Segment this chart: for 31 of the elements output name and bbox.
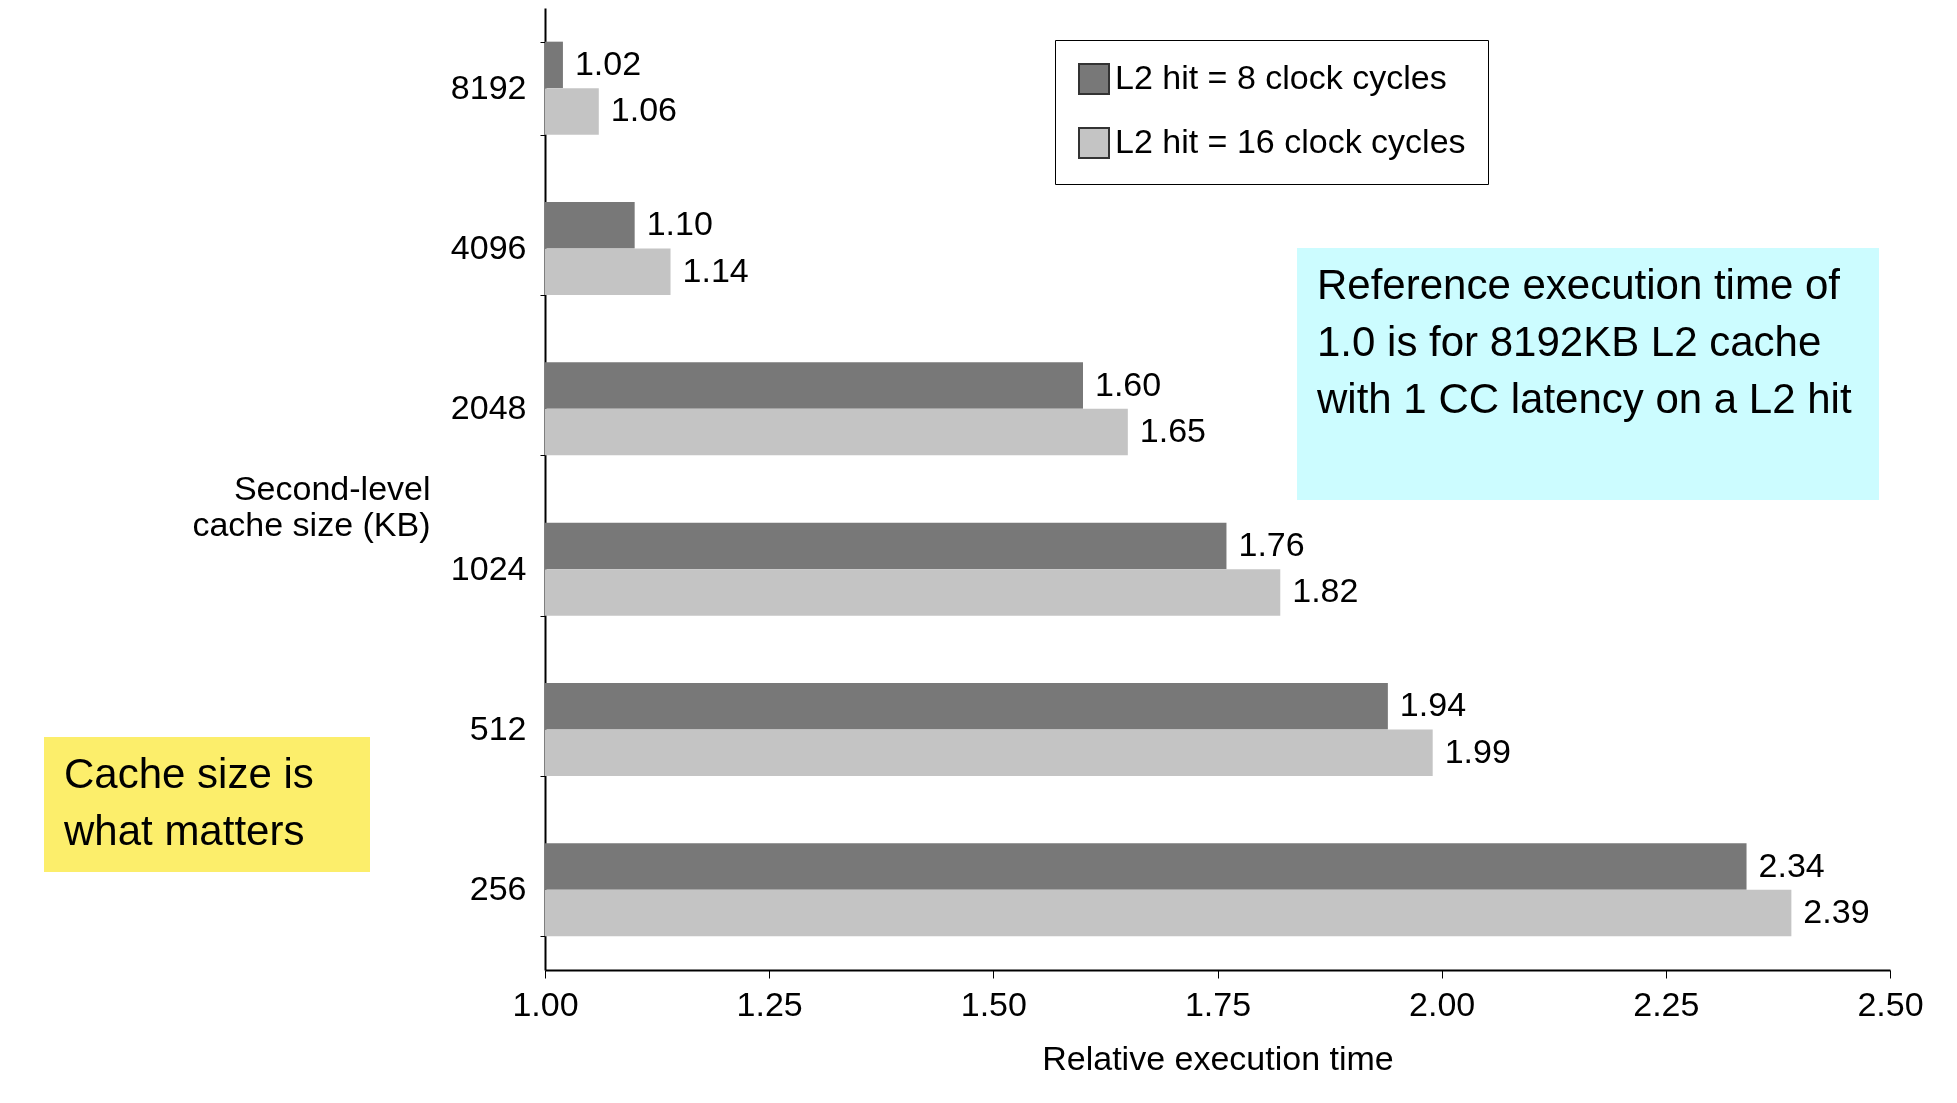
data-label: 1.14 xyxy=(682,250,749,289)
data-label: 1.10 xyxy=(646,204,713,243)
data-label: 1.99 xyxy=(1444,731,1511,770)
annotation: Reference execution time of 1.0 is for 8192KB L2 cache with 1 CC latency on a L2 hit xyxy=(1297,248,1879,500)
x-tick-label: 1.75 xyxy=(1184,984,1252,1023)
data-label: 1.65 xyxy=(1139,411,1207,450)
x-tick-label: 1.25 xyxy=(736,984,803,1023)
x-tick-label: 1.00 xyxy=(512,984,579,1023)
x-tick-label: 2.25 xyxy=(1633,984,1700,1023)
y-tick-label: 512 xyxy=(469,709,527,747)
text: Cache size is what matters xyxy=(44,737,370,872)
data-label: 1.76 xyxy=(1238,524,1305,563)
data-label: 1.94 xyxy=(1399,685,1467,724)
y-axis-title: Second-level cache size (KB) xyxy=(192,468,431,543)
x-axis-title: Relative execution time xyxy=(1042,1038,1394,1077)
data-label: 2.39 xyxy=(1803,892,1870,931)
data-label: 1.02 xyxy=(574,43,642,82)
y-tick-label: 1024 xyxy=(450,548,527,587)
data-label: 1.60 xyxy=(1095,364,1162,403)
y-tick-label: 4096 xyxy=(450,228,527,266)
data-label: 1.06 xyxy=(610,90,677,129)
x-tick-label: 2.50 xyxy=(1857,984,1924,1023)
legend-label: L2 hit = 8 clock cycles xyxy=(1115,58,1447,96)
legend-label: L2 hit = 16 clock cycles xyxy=(1115,122,1466,160)
data-label: 1.82 xyxy=(1292,571,1359,610)
y-tick-label: 8192 xyxy=(450,67,527,106)
y-tick-label: 2048 xyxy=(450,388,527,427)
y-tick-label: 256 xyxy=(469,869,527,908)
data-label: 2.34 xyxy=(1758,845,1825,884)
x-tick-label: 1.50 xyxy=(960,984,1027,1023)
x-tick-label: 2.00 xyxy=(1409,984,1476,1023)
